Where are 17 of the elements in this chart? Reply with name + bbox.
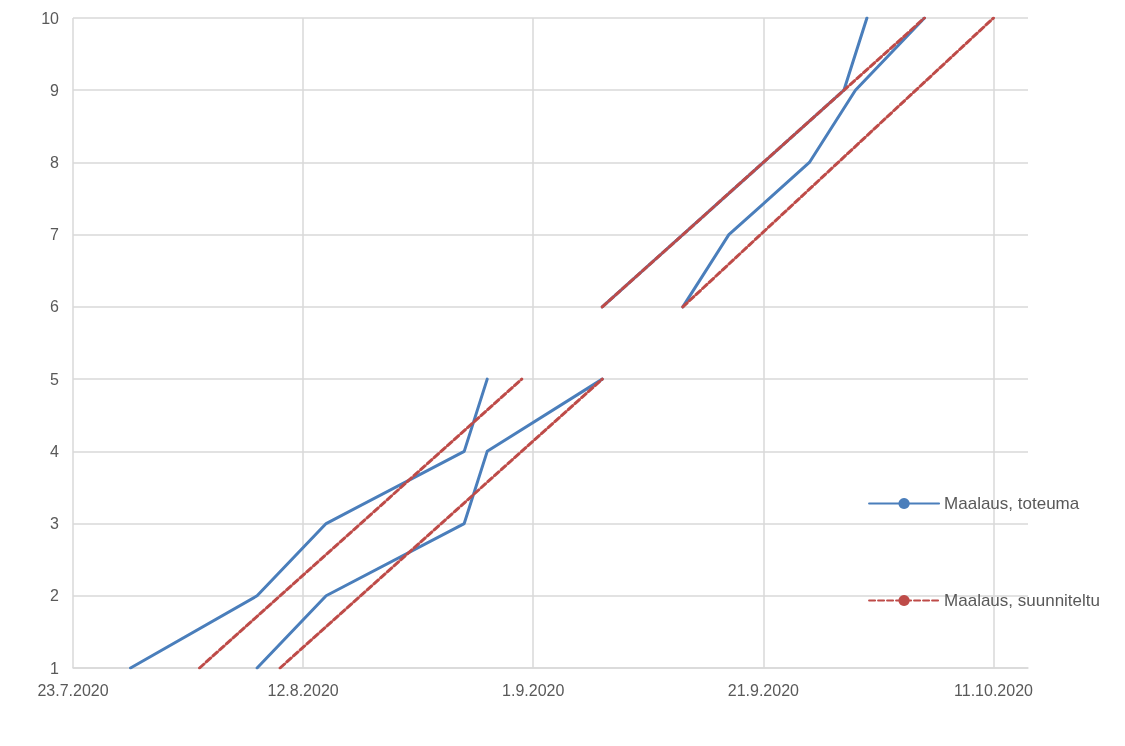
- y-tick-label: 9: [50, 81, 60, 99]
- y-tick-label: 2: [50, 587, 60, 605]
- x-tick-label: 12.8.2020: [267, 681, 339, 699]
- x-tick-label: 11.10.2020: [954, 681, 1034, 699]
- y-tick-label: 5: [50, 370, 60, 388]
- y-tick-label: 8: [50, 153, 60, 171]
- y-tick-label: 6: [50, 298, 60, 316]
- y-tick-label: 3: [50, 515, 60, 533]
- x-tick-label: 23.7.2020: [37, 681, 109, 699]
- y-tick-label: 1: [50, 659, 60, 677]
- y-tick-label: 4: [50, 442, 60, 460]
- legend-label: Maalaus, toteuma: [944, 494, 1080, 513]
- y-tick-label: 7: [50, 226, 60, 244]
- legend-label: Maalaus, suunniteltu: [944, 591, 1101, 610]
- x-tick-label: 21.9.2020: [727, 681, 800, 699]
- x-tick-label: 1.9.2020: [502, 681, 565, 699]
- y-tick-label: 10: [41, 9, 60, 27]
